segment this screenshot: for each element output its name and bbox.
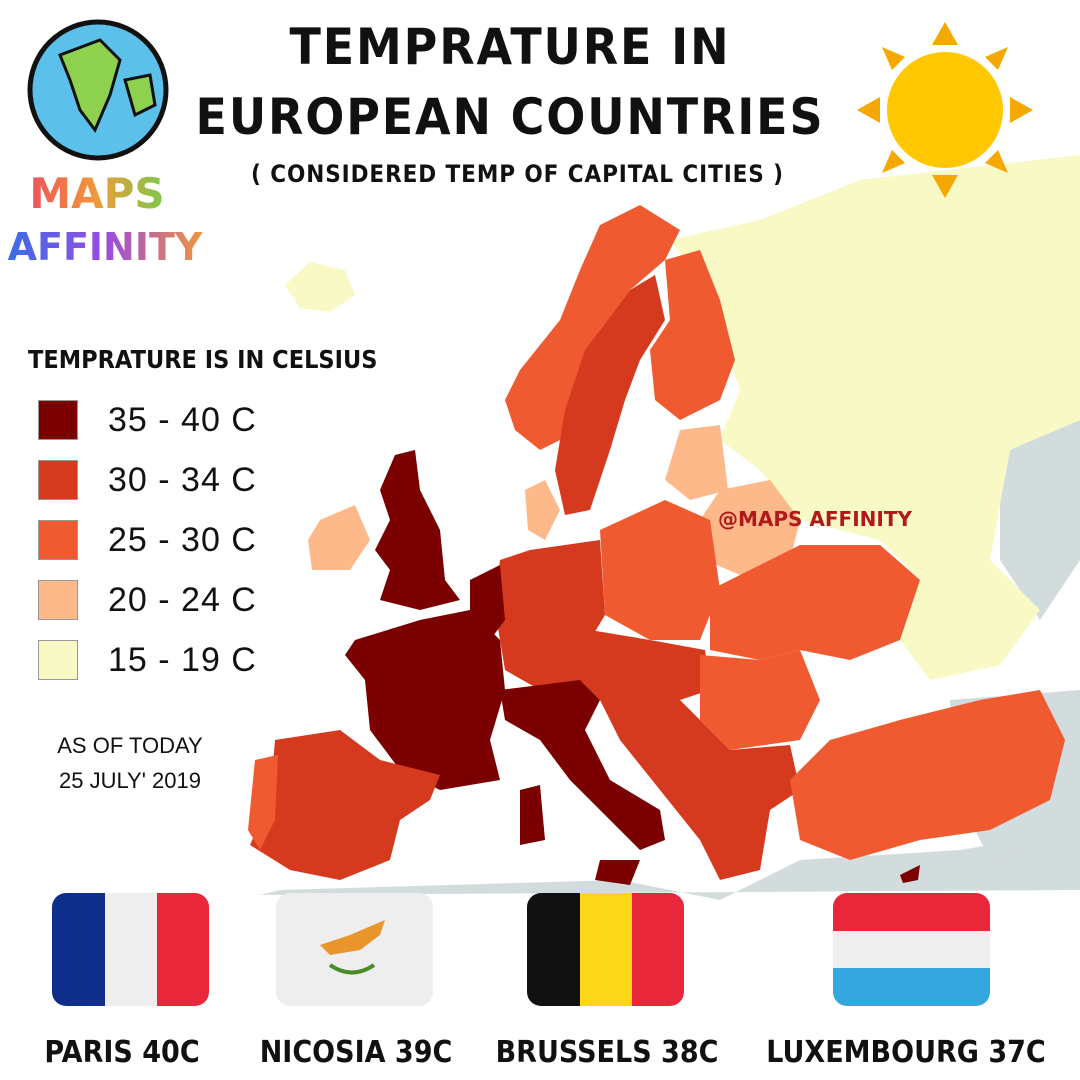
poland bbox=[600, 500, 720, 640]
asia bbox=[1000, 420, 1080, 620]
ireland bbox=[308, 505, 370, 570]
ukraine bbox=[710, 545, 920, 660]
city-label: LUXEMBOURG 37C bbox=[766, 1035, 1046, 1070]
legend-item: 20 - 24 C bbox=[38, 578, 257, 622]
flag-cyprus bbox=[276, 893, 433, 1006]
city-label: NICOSIA 39C bbox=[259, 1035, 453, 1070]
flag-luxembourg bbox=[833, 893, 990, 1006]
legend-swatch bbox=[38, 520, 78, 560]
flag-france bbox=[52, 893, 209, 1006]
date-line: 25 JULY' 2019 bbox=[58, 768, 201, 793]
subtitle: ( CONSIDERED TEMP OF CAPITAL CITIES ) bbox=[251, 160, 784, 188]
legend-item: 25 - 30 C bbox=[38, 518, 257, 562]
city-label: PARIS 40C bbox=[44, 1035, 200, 1070]
legend-title: TEMPRATURE IS IN CELSIUS bbox=[28, 345, 378, 374]
baltics bbox=[665, 425, 728, 500]
legend-swatch bbox=[38, 640, 78, 680]
romania bbox=[700, 650, 820, 750]
sicily bbox=[595, 860, 640, 885]
legend-label: 15 - 19 C bbox=[108, 640, 257, 679]
iceland bbox=[285, 262, 355, 312]
sun bbox=[857, 22, 1033, 198]
title: EUROPEAN COUNTRIES bbox=[195, 88, 825, 146]
spain bbox=[250, 730, 440, 880]
norway bbox=[505, 205, 680, 450]
legend-item: 35 - 40 C bbox=[38, 398, 257, 442]
legend-swatch bbox=[38, 580, 78, 620]
sardinia bbox=[520, 785, 545, 845]
italy bbox=[500, 680, 665, 850]
finland bbox=[650, 250, 735, 420]
legend-label: 30 - 34 C bbox=[108, 460, 257, 499]
date-line: AS OF TODAY bbox=[57, 733, 203, 758]
globe-land bbox=[58, 38, 157, 133]
legend-item: 30 - 34 C bbox=[38, 458, 257, 502]
france bbox=[345, 610, 505, 790]
germany bbox=[495, 540, 605, 690]
legend-label: 35 - 40 C bbox=[108, 400, 257, 439]
turkey bbox=[790, 690, 1065, 860]
balkans bbox=[600, 700, 800, 880]
belarus bbox=[700, 480, 800, 575]
flag-belgium bbox=[527, 893, 684, 1006]
title: TEMPRATURE IN bbox=[289, 18, 731, 76]
legend-label: 20 - 24 C bbox=[108, 580, 257, 619]
watermark: @MAPS AFFINITY bbox=[718, 507, 912, 531]
city-label: BRUSSELS 38C bbox=[495, 1035, 719, 1070]
logo-line1: MAPS bbox=[29, 169, 164, 218]
denmark bbox=[525, 480, 560, 540]
logo-line2: AFFINITY bbox=[8, 225, 203, 269]
legend-swatch bbox=[38, 400, 78, 440]
legend-label: 25 - 30 C bbox=[108, 520, 257, 559]
portugal bbox=[248, 755, 278, 850]
central-europe bbox=[580, 630, 710, 710]
legend-swatch bbox=[38, 460, 78, 500]
cyprus bbox=[900, 865, 920, 883]
russia bbox=[670, 155, 1080, 680]
sweden bbox=[555, 275, 665, 515]
uk bbox=[375, 450, 460, 610]
legend-item: 15 - 19 C bbox=[38, 638, 257, 682]
africa bbox=[260, 830, 1080, 900]
